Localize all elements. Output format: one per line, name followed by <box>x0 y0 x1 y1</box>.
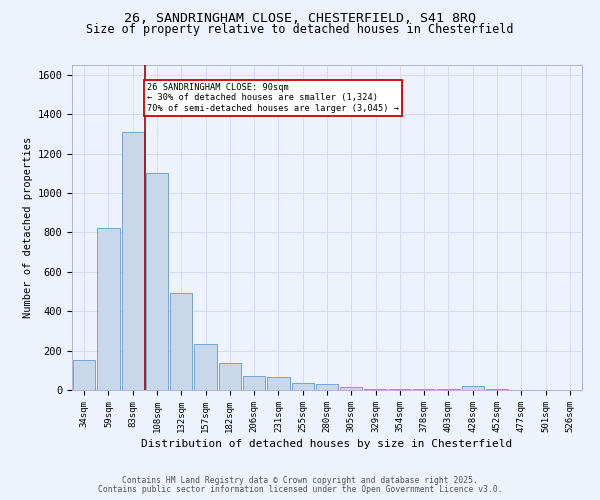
Bar <box>389 389 411 390</box>
Bar <box>340 387 362 390</box>
Bar <box>243 376 265 390</box>
Text: Size of property relative to detached houses in Chesterfield: Size of property relative to detached ho… <box>86 24 514 36</box>
Y-axis label: Number of detached properties: Number of detached properties <box>23 137 33 318</box>
Bar <box>146 174 168 390</box>
Text: 26 SANDRINGHAM CLOSE: 90sqm
← 30% of detached houses are smaller (1,324)
70% of : 26 SANDRINGHAM CLOSE: 90sqm ← 30% of det… <box>147 82 399 112</box>
Bar <box>292 382 314 390</box>
Bar <box>218 364 241 390</box>
Bar <box>97 228 119 390</box>
Bar <box>73 360 95 390</box>
Bar <box>413 389 436 390</box>
Text: Contains HM Land Registry data © Crown copyright and database right 2025.: Contains HM Land Registry data © Crown c… <box>122 476 478 485</box>
Bar <box>122 132 144 390</box>
Text: Contains public sector information licensed under the Open Government Licence v3: Contains public sector information licen… <box>98 485 502 494</box>
Bar <box>461 386 484 390</box>
Bar <box>316 384 338 390</box>
Bar <box>170 294 193 390</box>
Bar <box>194 344 217 390</box>
Bar <box>267 377 290 390</box>
Text: 26, SANDRINGHAM CLOSE, CHESTERFIELD, S41 8RQ: 26, SANDRINGHAM CLOSE, CHESTERFIELD, S41… <box>124 12 476 26</box>
X-axis label: Distribution of detached houses by size in Chesterfield: Distribution of detached houses by size … <box>142 439 512 449</box>
